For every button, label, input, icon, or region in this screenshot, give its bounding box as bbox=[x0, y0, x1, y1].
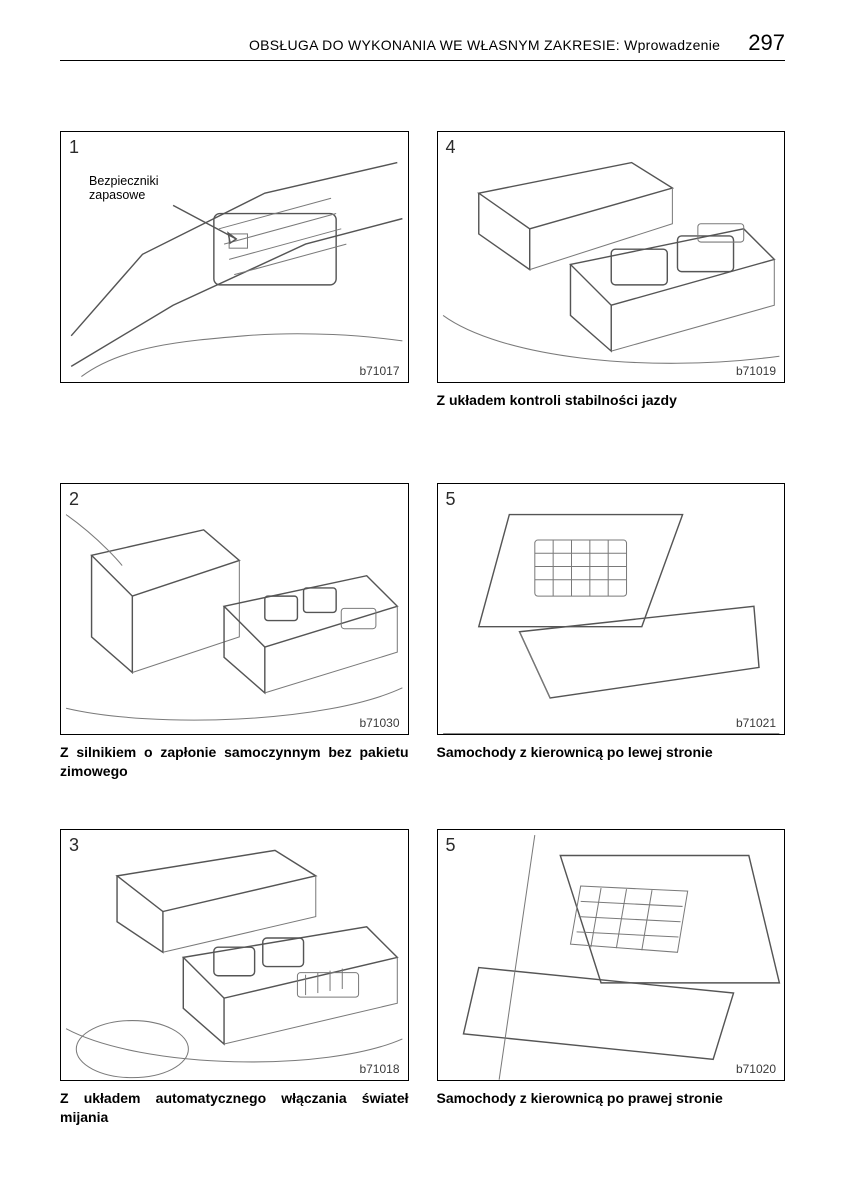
figure-number: 2 bbox=[67, 489, 89, 515]
figure-5a: 5 b71021 bbox=[437, 483, 786, 735]
page-number: 297 bbox=[748, 30, 785, 56]
figure-1: 1 Bezpieczniki zapasowe b71017 bbox=[60, 131, 409, 383]
figure-caption: Z układem kontroli stabilności jazdy bbox=[437, 391, 786, 410]
figure-code: b71030 bbox=[359, 716, 399, 730]
figure-grid: 1 Bezpieczniki zapasowe b71017 bbox=[60, 131, 785, 1163]
cell-1: 1 Bezpieczniki zapasowe b71017 bbox=[60, 131, 409, 471]
figure-sketch bbox=[438, 830, 784, 1081]
figure-5b: 5 b71020 bbox=[437, 829, 786, 1081]
header-title: OBSŁUGA DO WYKONANIA WE WŁASNYM ZAKRESIE… bbox=[60, 37, 748, 53]
page-header: OBSŁUGA DO WYKONANIA WE WŁASNYM ZAKRESIE… bbox=[60, 30, 785, 61]
cell-4: 4 b71019 Z układem kontroli stabilności … bbox=[437, 131, 786, 471]
figure-sketch bbox=[61, 830, 407, 1081]
figure-caption: Z układem automatycznego włączania świat… bbox=[60, 1089, 409, 1127]
figure-2: 2 b71030 bbox=[60, 483, 409, 735]
figure-number: 5 bbox=[444, 489, 466, 515]
figure-code: b71017 bbox=[359, 364, 399, 378]
figure-code: b71018 bbox=[359, 1062, 399, 1076]
figure-caption: Z silnikiem o zapłonie samoczynnym bez p… bbox=[60, 743, 409, 781]
figure-sketch bbox=[438, 132, 784, 383]
figure-number: 5 bbox=[444, 835, 466, 861]
figure-sketch bbox=[438, 484, 784, 735]
figure-inner-label: Bezpieczniki zapasowe bbox=[89, 174, 158, 203]
figure-code: b71019 bbox=[736, 364, 776, 378]
cell-3: 3 b71018 bbox=[60, 829, 409, 1163]
cell-2: 2 b71030 Z silnikiem o zapłonie samoczyn bbox=[60, 483, 409, 817]
figure-code: b71020 bbox=[736, 1062, 776, 1076]
figure-number: 3 bbox=[67, 835, 89, 861]
figure-sketch bbox=[61, 132, 407, 383]
figure-code: b71021 bbox=[736, 716, 776, 730]
cell-5b: 5 b71020 Samochody z kierownicą po prawe… bbox=[437, 829, 786, 1163]
figure-number: 1 bbox=[67, 137, 89, 163]
cell-5a: 5 b71021 Samochody z kierowni bbox=[437, 483, 786, 817]
figure-caption: Samochody z kierownicą po prawej stronie bbox=[437, 1089, 786, 1108]
figure-sketch bbox=[61, 484, 407, 735]
figure-caption bbox=[60, 391, 409, 435]
figure-4: 4 b71019 bbox=[437, 131, 786, 383]
figure-caption: Samochody z kierownicą po lewej stronie bbox=[437, 743, 786, 762]
figure-number: 4 bbox=[444, 137, 466, 163]
figure-3: 3 b71018 bbox=[60, 829, 409, 1081]
